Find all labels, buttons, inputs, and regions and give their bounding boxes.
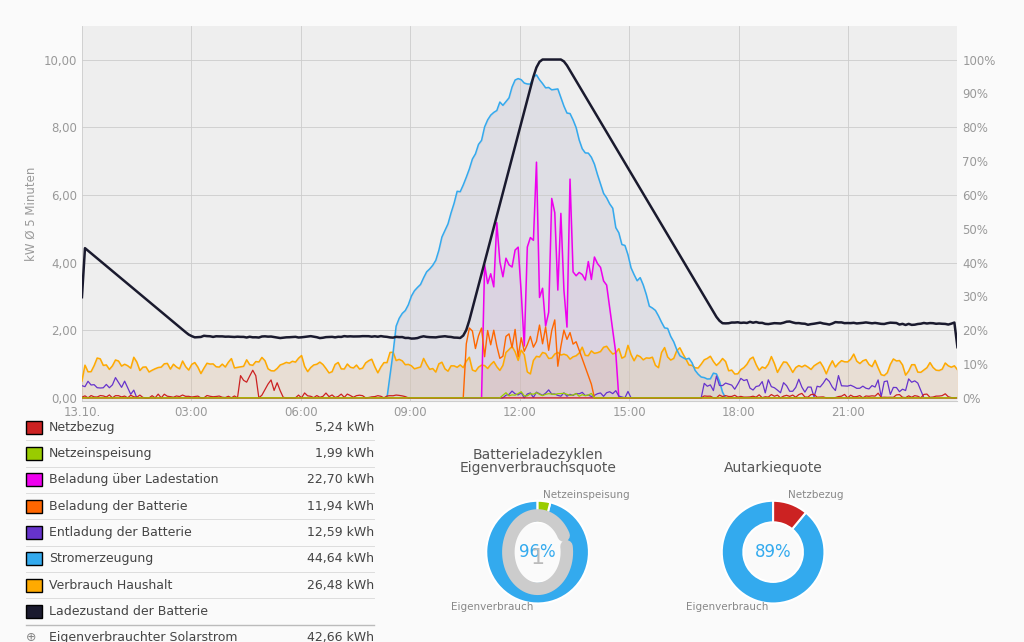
Text: Stromerzeugung: Stromerzeugung (49, 552, 154, 566)
Text: Entladung der Batterie: Entladung der Batterie (49, 526, 191, 539)
Text: Netzbezug: Netzbezug (788, 490, 844, 499)
Wedge shape (486, 501, 589, 603)
Text: 42,66 kWh: 42,66 kWh (307, 631, 374, 642)
Text: 1,99 kWh: 1,99 kWh (314, 447, 374, 460)
Text: ⊕: ⊕ (26, 631, 36, 642)
Wedge shape (722, 501, 824, 603)
Text: 96%: 96% (519, 543, 556, 561)
Text: Verbrauch Haushalt: Verbrauch Haushalt (49, 578, 172, 592)
Text: Netzeinspeisung: Netzeinspeisung (49, 447, 153, 460)
Text: Ladezustand der Batterie: Ladezustand der Batterie (49, 605, 208, 618)
Text: Netzeinspeisung: Netzeinspeisung (543, 490, 630, 499)
Text: 89%: 89% (755, 543, 792, 561)
Text: 1: 1 (530, 548, 545, 568)
Text: Eigenverbrauch: Eigenverbrauch (686, 602, 768, 612)
Text: 26,48 kWh: 26,48 kWh (306, 578, 374, 592)
Wedge shape (538, 501, 550, 523)
Text: 22,70 kWh: 22,70 kWh (306, 473, 374, 487)
Text: Batterieladezyklen: Batterieladezyklen (472, 448, 603, 462)
Text: 5,24 kWh: 5,24 kWh (314, 421, 374, 434)
Text: Beladung über Ladestation: Beladung über Ladestation (49, 473, 219, 487)
Text: Eigenverbrauchsquote: Eigenverbrauchsquote (459, 461, 616, 475)
Text: Netzbezug: Netzbezug (49, 421, 116, 434)
Y-axis label: kW Ø 5 Minuten: kW Ø 5 Minuten (26, 166, 38, 261)
Wedge shape (773, 501, 806, 529)
Text: Beladung der Batterie: Beladung der Batterie (49, 499, 187, 513)
Text: 12,59 kWh: 12,59 kWh (306, 526, 374, 539)
Text: Eigenverbrauchter Solarstrom: Eigenverbrauchter Solarstrom (49, 631, 238, 642)
Text: 44,64 kWh: 44,64 kWh (307, 552, 374, 566)
Text: 11,94 kWh: 11,94 kWh (307, 499, 374, 513)
Text: Eigenverbrauch: Eigenverbrauch (451, 602, 532, 612)
Text: Autarkiequote: Autarkiequote (724, 461, 822, 475)
